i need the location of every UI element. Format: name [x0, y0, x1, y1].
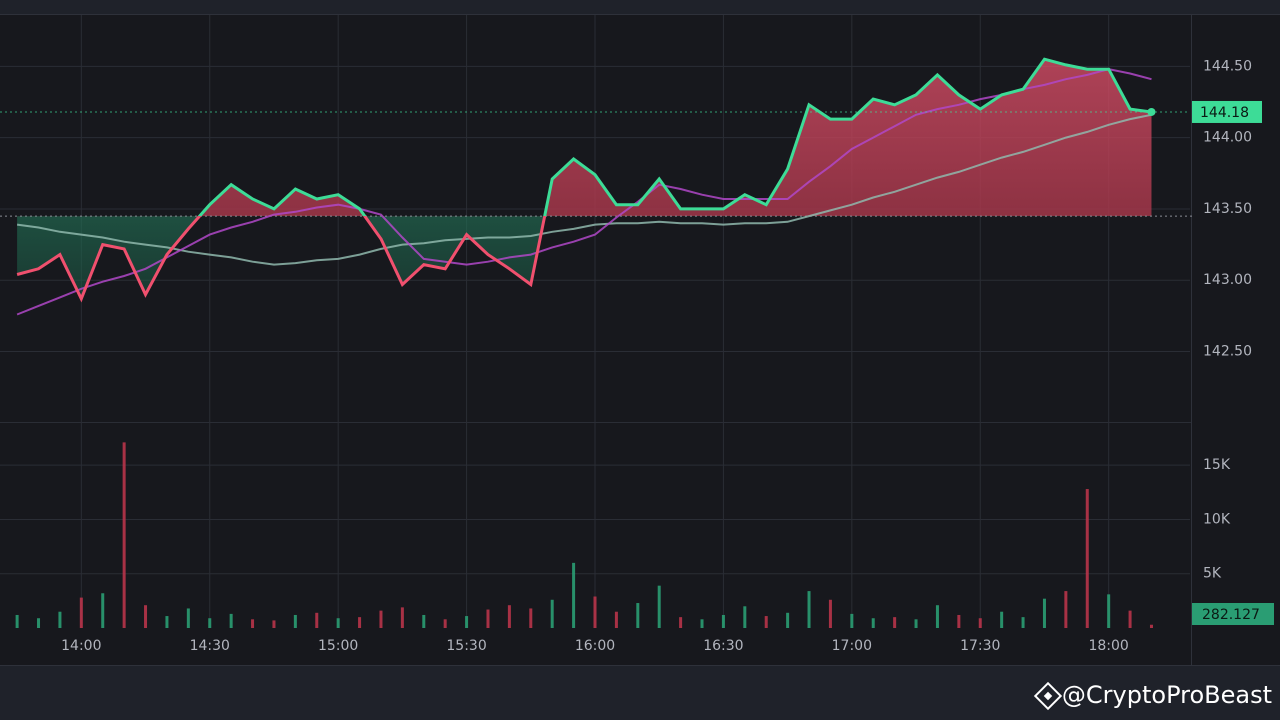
- volume-bar: [465, 616, 469, 628]
- area-below: [17, 216, 1152, 299]
- volume-bar: [422, 614, 426, 628]
- volume-bar: [1128, 610, 1132, 628]
- y-tick-label: 5K: [1203, 566, 1222, 582]
- moving-average: [16, 113, 1152, 266]
- volume-bar: [550, 599, 554, 628]
- volume-bar: [37, 618, 41, 628]
- volume-bar: [657, 585, 661, 628]
- volume-bar: [443, 619, 447, 628]
- volume-bar: [507, 605, 511, 628]
- y-tick-label: 10K: [1203, 511, 1231, 527]
- volume-bar: [593, 596, 597, 628]
- volume-bar: [871, 618, 875, 628]
- x-tick-label: 14:00: [61, 638, 101, 654]
- volume-bar: [101, 593, 105, 628]
- last-price-box: [1192, 100, 1262, 123]
- volume-bar: [315, 612, 319, 628]
- volume-bar: [293, 614, 297, 628]
- y-tick-label: 143.00: [1203, 272, 1252, 288]
- y-tick-label: 15K: [1203, 457, 1231, 473]
- volume-bar: [850, 613, 854, 628]
- volume-bar: [379, 610, 383, 628]
- volume-bar: [208, 618, 212, 628]
- volume-bar: [358, 617, 362, 628]
- volume-bar: [914, 619, 918, 628]
- area-above: [199, 59, 1152, 217]
- x-tick-label: 17:00: [832, 638, 872, 654]
- volume-bar: [144, 605, 148, 628]
- x-tick-label: 15:30: [446, 638, 486, 654]
- last-volume-label: 282.127: [1202, 607, 1260, 623]
- volume-bar: [1000, 611, 1004, 628]
- volume-bar: [529, 608, 533, 628]
- price-line-up: [197, 57, 1152, 217]
- x-tick-label: 16:30: [703, 638, 743, 654]
- volume-bar: [1042, 598, 1046, 628]
- y-tick-label: 142.50: [1203, 344, 1252, 360]
- x-tick-label: 17:30: [960, 638, 1000, 654]
- volume-bar: [978, 618, 982, 628]
- last-volume-box: [1192, 603, 1274, 625]
- volume-bar: [957, 614, 961, 628]
- volume-bar: [614, 611, 618, 628]
- x-tick-label: 15:00: [318, 638, 358, 654]
- volume-bar: [1021, 617, 1025, 628]
- volume-bar: [786, 612, 790, 628]
- volume-bar: [400, 607, 404, 628]
- volume-bar: [251, 619, 255, 628]
- volume-bar: [764, 616, 768, 628]
- volume-bar: [1085, 489, 1089, 628]
- moving-average: [16, 68, 1152, 316]
- x-tick-label: 16:00: [575, 638, 615, 654]
- plot: [0, 57, 1192, 628]
- volume-bar: [893, 617, 897, 628]
- y-tick-label: 143.50: [1203, 201, 1252, 217]
- volume-bar: [1149, 624, 1153, 628]
- volume-bar: [935, 605, 939, 628]
- volume-bar: [572, 562, 576, 628]
- volume-bar: [807, 591, 811, 628]
- volume-bar: [336, 618, 340, 628]
- volume-bar: [1107, 594, 1111, 628]
- x-tick-label: 18:00: [1088, 638, 1128, 654]
- volume-bar: [700, 619, 704, 628]
- volume-bar: [15, 614, 19, 628]
- volume-bar: [79, 597, 83, 628]
- volume-bar: [1064, 591, 1068, 628]
- watermark-text: @CryptoProBeast: [1062, 681, 1272, 709]
- volume-bar: [743, 606, 747, 628]
- volume-bar: [721, 614, 725, 628]
- volume-bar: [679, 617, 683, 628]
- volume-bar: [229, 613, 233, 628]
- volume-bar: [486, 609, 490, 628]
- volume-bar: [636, 603, 640, 628]
- volume-bar: [122, 442, 126, 628]
- top-bar: [0, 0, 1280, 14]
- x-tick-label: 14:30: [190, 638, 230, 654]
- volume-bar: [165, 616, 169, 628]
- volume-bar: [58, 611, 62, 628]
- axes: 144.50 144.00 143.50 143.00 142.50 5K 10K 15K 14…: [61, 58, 1274, 654]
- bottom-bar: [0, 666, 1280, 720]
- volume-bar: [186, 608, 190, 628]
- last-price-label: 144.18: [1200, 105, 1249, 121]
- y-tick-label: 144.00: [1203, 130, 1252, 146]
- volume-bar: [272, 620, 276, 628]
- y-tick-label: 144.50: [1203, 58, 1252, 74]
- watermark: @CryptoProBeast: [1033, 681, 1272, 711]
- volume-bar: [828, 599, 832, 628]
